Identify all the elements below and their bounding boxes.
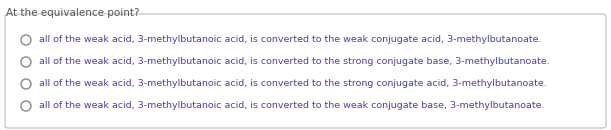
Circle shape — [21, 57, 31, 67]
Circle shape — [21, 35, 31, 45]
Circle shape — [21, 101, 31, 111]
Circle shape — [21, 79, 31, 89]
FancyBboxPatch shape — [5, 14, 606, 128]
Text: all of the weak acid, 3-methylbutanoic acid, is converted to the weak conjugate : all of the weak acid, 3-methylbutanoic a… — [39, 35, 541, 44]
Text: At the equivalence point?: At the equivalence point? — [6, 8, 139, 18]
Text: all of the weak acid, 3-methylbutanoic acid, is converted to the strong conjugat: all of the weak acid, 3-methylbutanoic a… — [39, 57, 550, 67]
Text: all of the weak acid, 3-methylbutanoic acid, is converted to the strong conjugat: all of the weak acid, 3-methylbutanoic a… — [39, 80, 547, 89]
Text: all of the weak acid, 3-methylbutanoic acid, is converted to the weak conjugate : all of the weak acid, 3-methylbutanoic a… — [39, 102, 544, 110]
